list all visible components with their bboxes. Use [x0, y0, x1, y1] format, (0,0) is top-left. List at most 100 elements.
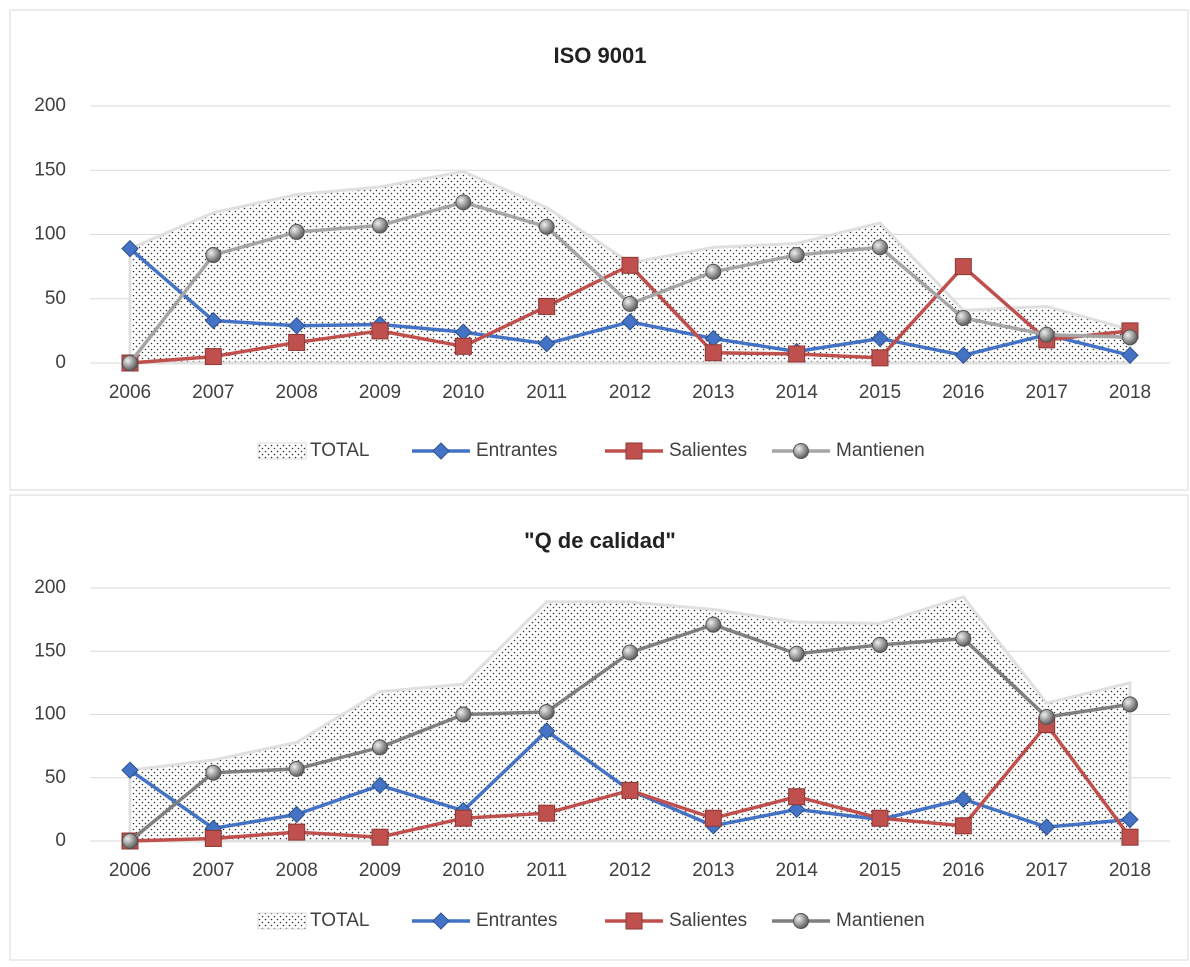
marker — [371, 776, 389, 795]
marker — [622, 295, 638, 312]
marker — [1038, 709, 1055, 726]
x-tick-label: 2011 — [526, 860, 567, 881]
legend-swatch — [257, 442, 307, 460]
marker — [955, 310, 972, 327]
marker — [621, 781, 639, 799]
legend-label: TOTAL — [310, 440, 369, 461]
x-tick-label: 2007 — [192, 382, 234, 403]
marker — [787, 800, 806, 819]
marker — [432, 912, 450, 930]
y-tick-label: 100 — [34, 704, 66, 725]
marker — [788, 247, 805, 264]
x-tick-label: 2014 — [776, 382, 819, 403]
marker — [538, 297, 556, 315]
x-tick-label: 2008 — [276, 860, 318, 881]
marker — [204, 311, 223, 330]
marker — [788, 645, 805, 662]
legend-label: TOTAL — [310, 910, 369, 931]
marker — [871, 349, 889, 367]
marker — [1037, 818, 1056, 836]
legend-label: Mantienen — [836, 440, 925, 461]
y-tick-label: 200 — [34, 577, 66, 598]
marker — [538, 804, 556, 822]
marker — [788, 788, 806, 806]
marker — [793, 913, 809, 929]
marker — [954, 258, 972, 276]
marker — [121, 239, 139, 258]
marker — [1122, 329, 1138, 346]
marker — [872, 239, 888, 256]
y-tick-label: 50 — [45, 288, 66, 309]
x-tick-label: 2009 — [359, 382, 401, 403]
marker — [371, 322, 389, 340]
legend-label: Entrantes — [476, 440, 557, 461]
marker — [1121, 828, 1139, 846]
x-tick-label: 2018 — [1109, 860, 1151, 881]
x-tick-label: 2016 — [942, 860, 984, 881]
marker — [288, 823, 306, 841]
x-tick-label: 2013 — [692, 860, 734, 881]
legend-label: Mantienen — [836, 910, 925, 931]
x-tick-label: 2017 — [1026, 860, 1068, 881]
y-tick-label: 200 — [34, 95, 66, 116]
x-tick-label: 2018 — [1109, 382, 1151, 403]
marker — [793, 443, 809, 459]
marker — [454, 337, 472, 355]
marker — [287, 805, 306, 824]
marker — [204, 348, 222, 366]
x-tick-label: 2012 — [609, 860, 651, 881]
marker — [705, 263, 722, 280]
chart-title: "Q de calidad" — [524, 528, 676, 553]
marker — [621, 256, 639, 274]
marker — [622, 644, 638, 661]
marker — [537, 335, 556, 353]
marker — [871, 809, 889, 827]
marker — [287, 317, 306, 335]
x-tick-label: 2010 — [442, 860, 484, 881]
marker — [432, 442, 450, 460]
y-tick-label: 0 — [55, 830, 66, 851]
marker — [455, 706, 472, 723]
marker — [625, 442, 643, 460]
legend-label: Salientes — [669, 910, 747, 931]
marker — [871, 329, 889, 348]
x-tick-label: 2013 — [692, 382, 734, 403]
y-tick-label: 100 — [34, 224, 66, 245]
marker — [205, 247, 222, 264]
marker — [1121, 810, 1139, 829]
y-tick-label: 150 — [34, 159, 66, 180]
marker — [1038, 326, 1055, 343]
marker — [704, 809, 722, 827]
x-tick-label: 2007 — [192, 860, 234, 881]
marker — [288, 223, 305, 240]
marker — [121, 761, 139, 779]
marker — [538, 218, 555, 235]
chart: ISO 9001 0 50 100 150 200 2006 2007 2008 2009 2010… — [9, 9, 1189, 491]
marker — [1122, 696, 1138, 713]
marker — [538, 703, 555, 720]
marker — [705, 616, 722, 633]
x-tick-label: 2015 — [859, 860, 901, 881]
marker — [372, 739, 388, 756]
marker — [455, 194, 472, 211]
marker — [288, 760, 305, 777]
x-tick-label: 2006 — [109, 382, 151, 403]
x-tick-label: 2012 — [609, 382, 651, 403]
marker — [625, 912, 643, 930]
marker — [122, 833, 138, 849]
marker — [621, 313, 639, 331]
x-tick-label: 2006 — [109, 860, 151, 881]
y-tick-label: 150 — [34, 640, 66, 661]
marker — [204, 829, 222, 847]
marker — [371, 828, 389, 846]
y-tick-label: 50 — [45, 767, 66, 788]
marker — [122, 355, 138, 371]
marker — [955, 630, 972, 647]
legend-swatch — [257, 912, 307, 930]
legend-label: Salientes — [669, 440, 747, 461]
x-tick-label: 2010 — [442, 382, 484, 403]
x-tick-label: 2016 — [942, 382, 984, 403]
x-tick-label: 2017 — [1026, 382, 1068, 403]
